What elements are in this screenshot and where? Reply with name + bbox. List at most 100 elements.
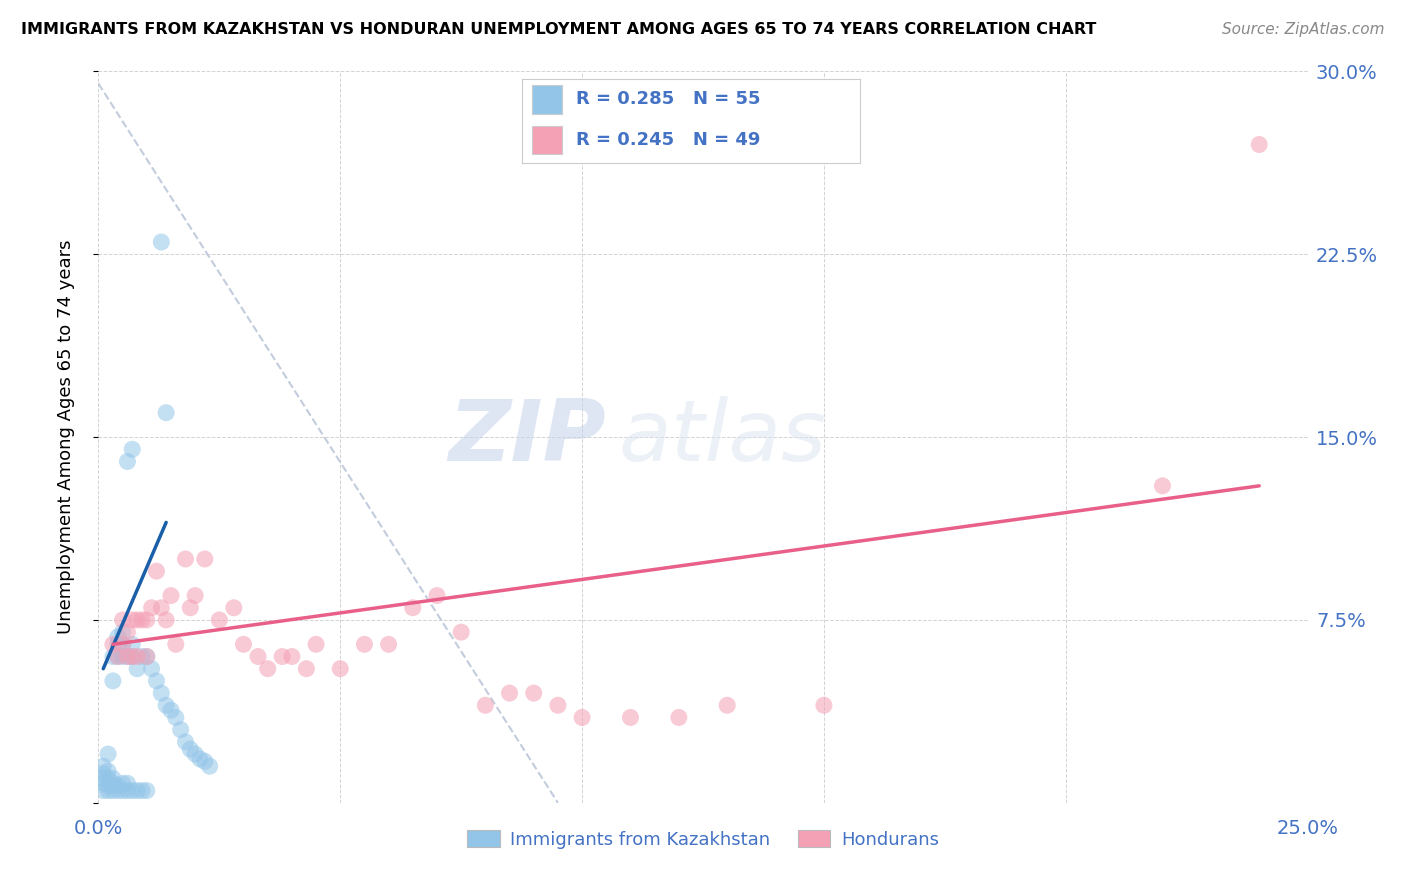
Point [145, 673, 167, 688]
Point [121, 649, 143, 664]
Point [121, 613, 143, 627]
Point [101, 637, 124, 651]
Point [498, 686, 520, 700]
Point [135, 613, 157, 627]
Point [160, 703, 183, 717]
Point [107, 779, 129, 793]
Point [111, 783, 134, 797]
Point [184, 589, 207, 603]
Point [97, 764, 120, 778]
Point [247, 649, 270, 664]
Point [97, 783, 120, 797]
Point [101, 776, 124, 790]
Point [523, 686, 546, 700]
Point [198, 759, 221, 773]
Point [131, 783, 153, 797]
Point [127, 649, 149, 664]
Point [111, 776, 134, 790]
Point [426, 589, 449, 603]
Point [281, 649, 304, 664]
Point [91, 772, 114, 786]
Point [121, 649, 143, 664]
Legend: Immigrants from Kazakhstan, Hondurans: Immigrants from Kazakhstan, Hondurans [460, 823, 946, 856]
Point [117, 649, 139, 664]
Point [97, 747, 120, 761]
Point [141, 662, 163, 676]
Text: atlas: atlas [619, 395, 827, 479]
Point [121, 783, 143, 797]
Point [668, 710, 690, 724]
Point [174, 735, 197, 749]
Point [329, 662, 352, 676]
Y-axis label: Unemployment Among Ages 65 to 74 years: Unemployment Among Ages 65 to 74 years [56, 240, 75, 634]
Point [91, 783, 114, 797]
Point [127, 783, 149, 797]
Point [127, 662, 149, 676]
Point [101, 649, 124, 664]
Point [547, 698, 569, 713]
Text: IMMIGRANTS FROM KAZAKHSTAN VS HONDURAN UNEMPLOYMENT AMONG AGES 65 TO 74 YEARS CO: IMMIGRANTS FROM KAZAKHSTAN VS HONDURAN U… [21, 22, 1097, 37]
Point [160, 589, 183, 603]
Point [179, 600, 201, 615]
Point [402, 600, 425, 615]
Point [179, 742, 201, 756]
Point [1152, 479, 1174, 493]
Point [150, 235, 173, 249]
Point [107, 783, 129, 797]
Point [353, 637, 375, 651]
Point [97, 779, 120, 793]
Point [117, 783, 139, 797]
Point [107, 637, 129, 651]
Point [111, 613, 134, 627]
Point [1249, 137, 1271, 152]
Point [135, 649, 157, 664]
Point [450, 625, 472, 640]
Point [150, 600, 173, 615]
Point [135, 783, 157, 797]
Point [155, 406, 177, 420]
Point [155, 698, 177, 713]
Point [91, 766, 114, 780]
Point [101, 779, 124, 793]
Point [194, 552, 217, 566]
Point [474, 698, 496, 713]
Point [111, 637, 134, 651]
Point [111, 625, 134, 640]
Point [131, 649, 153, 664]
Point [111, 649, 134, 664]
Point [101, 772, 124, 786]
Point [295, 662, 318, 676]
Point [101, 673, 124, 688]
Point [165, 637, 187, 651]
Point [150, 686, 173, 700]
Point [117, 776, 139, 790]
Point [184, 747, 207, 761]
Point [111, 637, 134, 651]
Point [155, 613, 177, 627]
Point [97, 772, 120, 786]
Point [107, 649, 129, 664]
Point [107, 630, 129, 644]
Point [117, 454, 139, 468]
Point [91, 776, 114, 790]
Point [194, 755, 217, 769]
Point [571, 710, 593, 724]
Point [169, 723, 191, 737]
Point [174, 552, 197, 566]
Point [131, 613, 153, 627]
Point [127, 613, 149, 627]
Point [232, 637, 254, 651]
Text: ZIP: ZIP [449, 395, 606, 479]
Point [141, 600, 163, 615]
Point [107, 649, 129, 664]
Point [716, 698, 738, 713]
Point [121, 442, 143, 457]
Point [165, 710, 187, 724]
Point [91, 759, 114, 773]
Point [101, 783, 124, 797]
Point [222, 600, 245, 615]
Point [145, 564, 167, 578]
Point [256, 662, 278, 676]
Point [135, 649, 157, 664]
Point [377, 637, 399, 651]
